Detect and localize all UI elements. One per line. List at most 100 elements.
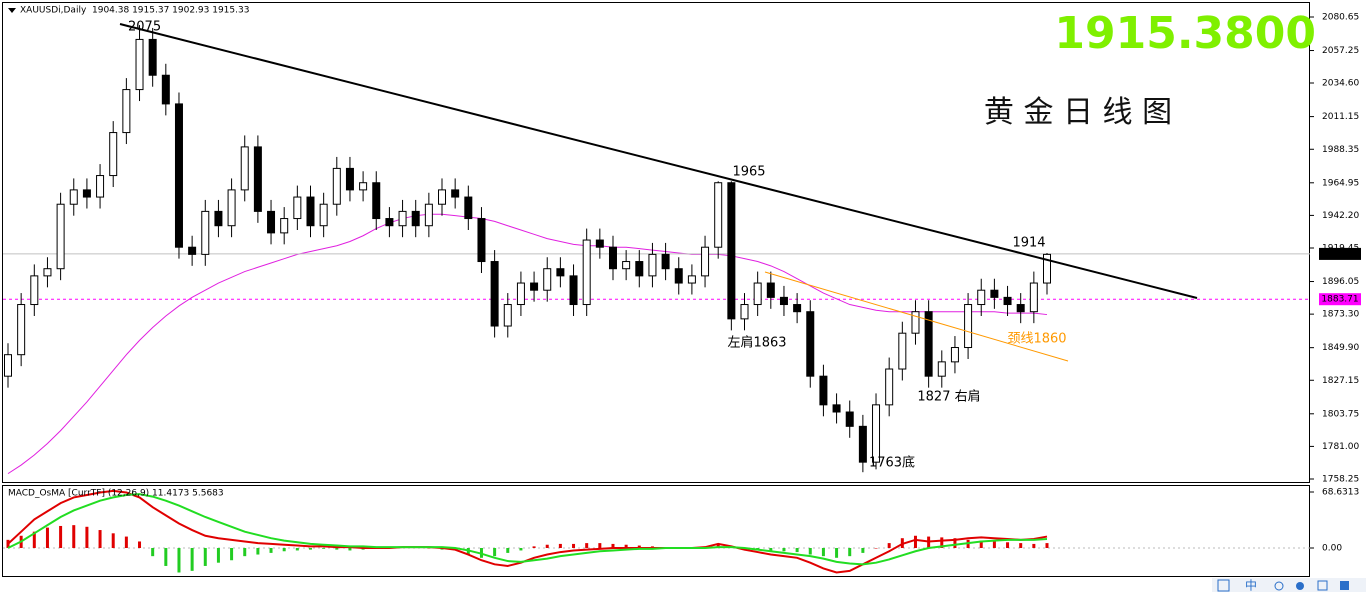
candle-body	[135, 38, 144, 91]
candle-body	[161, 74, 170, 105]
candle-body	[1043, 253, 1051, 284]
candle-body	[530, 282, 539, 291]
histogram-bar	[874, 547, 878, 549]
menu-arrow[interactable]	[8, 8, 16, 13]
y-tick-label: 2034.60	[1322, 78, 1359, 88]
histogram-bar	[124, 536, 128, 548]
histogram-bar	[164, 547, 168, 566]
tool-icon[interactable]	[1296, 582, 1304, 590]
candle-body	[227, 189, 236, 227]
histogram-bar	[427, 547, 431, 549]
y-tick-label: 68.6313	[1322, 487, 1359, 497]
candle-body	[464, 196, 473, 220]
lang-button[interactable]: 中	[1245, 578, 1257, 592]
histogram-bar	[1045, 543, 1049, 548]
histogram-bar	[769, 547, 773, 551]
macd-panel: 68.6313 0.00	[3, 487, 1359, 574]
y-tick-label: 2080.65	[1322, 12, 1359, 22]
candle-body	[885, 368, 894, 406]
candle-body	[661, 253, 670, 270]
histogram-bar	[85, 526, 89, 548]
candle-body	[911, 311, 920, 334]
histogram-bar	[821, 547, 825, 557]
tool-icon[interactable]	[1340, 581, 1349, 590]
annotation: 1827 右肩	[917, 389, 980, 405]
candle-body	[306, 196, 315, 227]
histogram-bar	[940, 537, 944, 548]
annotation: 1763底	[869, 455, 915, 471]
histogram-bar	[230, 547, 234, 561]
candle-body	[766, 282, 775, 298]
annotation: 2075	[128, 20, 161, 35]
candle-body	[582, 239, 591, 306]
candle-body	[714, 182, 723, 248]
histogram-bar	[282, 547, 286, 552]
histogram-bar	[151, 547, 155, 557]
candle-body	[424, 203, 433, 227]
candle-body	[56, 203, 65, 270]
moving-average	[7, 213, 1048, 475]
candle-body	[30, 275, 39, 306]
histogram-bar	[59, 525, 63, 548]
candle-body	[543, 268, 552, 291]
main-panel: 2080.65 2057.25 2034.60 2011.15 1988.35 1964.…	[3, 12, 1361, 485]
candle-body	[411, 210, 420, 227]
histogram-bar	[203, 547, 207, 566]
price-label-box	[1319, 247, 1361, 260]
candle-body	[977, 289, 986, 306]
candle-body	[793, 304, 802, 313]
candle-body	[753, 282, 762, 306]
candle-body	[214, 210, 223, 227]
candle-body	[937, 361, 946, 377]
candle-body	[490, 261, 499, 327]
tool-icon[interactable]	[1217, 579, 1230, 592]
histogram-bar	[992, 541, 996, 548]
candle-body	[635, 261, 644, 277]
histogram-bar	[335, 547, 339, 550]
candle-body	[516, 282, 525, 306]
macd-line	[7, 493, 1048, 566]
toolbar: 中	[1212, 578, 1366, 592]
candle-body	[96, 175, 105, 198]
candle-body	[319, 203, 328, 227]
histogram-bar	[295, 547, 299, 551]
histogram-bar	[1019, 543, 1023, 548]
y-tick-label: 1827.15	[1322, 376, 1359, 386]
candle-body	[267, 210, 276, 234]
candle-body	[109, 132, 118, 177]
histogram-bar	[795, 547, 799, 553]
histogram-bar	[6, 539, 10, 548]
candle-body	[569, 275, 578, 306]
candle-body	[701, 246, 710, 277]
histogram-bar	[322, 547, 326, 549]
candle-body	[556, 268, 565, 277]
price-label: 1915.33	[1321, 249, 1358, 259]
annotation: 左肩1863	[727, 335, 786, 351]
histogram-bar	[308, 547, 312, 550]
histogram-bar	[190, 547, 194, 571]
candle-body	[687, 275, 696, 284]
candle-body	[964, 304, 973, 349]
y-tick-label: 1758.25	[1322, 475, 1359, 485]
candle-body	[188, 246, 197, 255]
tool-icon[interactable]	[1274, 581, 1284, 591]
neckline	[764, 271, 1069, 362]
annotation: 1914	[1012, 236, 1045, 251]
annotation: 颈线1860	[1007, 332, 1066, 347]
histogram-bar	[545, 544, 549, 548]
candle-body	[503, 304, 512, 327]
candle-body	[69, 189, 78, 205]
y-tick-label: 2011.15	[1322, 112, 1359, 122]
candle-body	[806, 311, 815, 377]
annotation: 1965	[732, 165, 765, 180]
histogram-bar	[177, 547, 181, 573]
resistance-trendline	[119, 23, 1198, 299]
candle-body	[280, 218, 289, 234]
histogram-bar	[216, 547, 220, 563]
macd-title: MACD_OsMA [CurrTF] (12,26,9) 11.4173 5.5…	[8, 489, 224, 499]
tool-icon[interactable]	[1317, 580, 1328, 591]
candle-body	[82, 189, 91, 198]
candle-body	[451, 189, 460, 198]
candle-body	[832, 404, 841, 413]
